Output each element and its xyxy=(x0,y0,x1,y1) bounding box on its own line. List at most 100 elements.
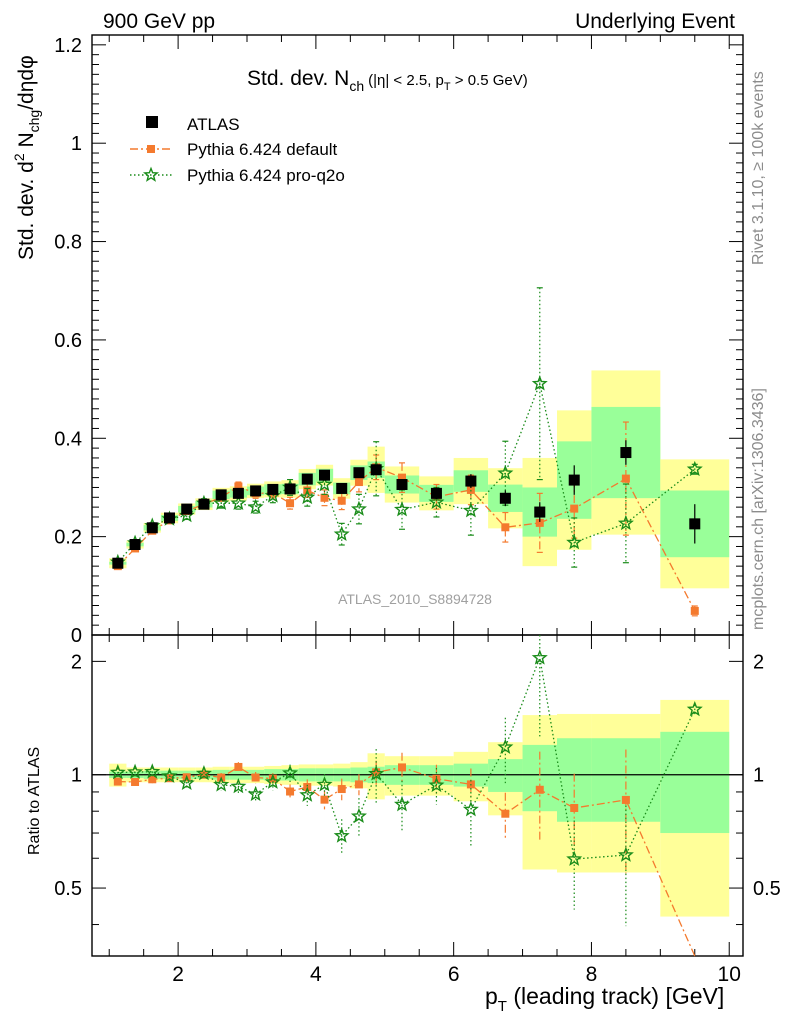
ratio-band-stat xyxy=(488,759,523,792)
ratio-point xyxy=(213,776,230,792)
series-line xyxy=(117,381,696,563)
ratio-point xyxy=(109,764,126,780)
data-point xyxy=(534,506,546,518)
ratio-point xyxy=(497,738,514,754)
data-point xyxy=(398,473,406,482)
ratio-point xyxy=(372,768,381,777)
y-axis-label-sub: chg xyxy=(26,110,42,133)
data-point xyxy=(232,487,244,499)
ratio-point xyxy=(462,801,479,817)
ratio-point xyxy=(234,762,243,771)
data-point xyxy=(354,478,363,487)
legend-label-pythia-pro-q2o: Pythia 6.424 pro-q2o xyxy=(187,166,345,185)
data-point xyxy=(370,464,382,476)
ratio-point xyxy=(566,850,583,866)
data-point xyxy=(566,534,583,550)
ratio-point xyxy=(368,765,385,781)
ratio-plot-frame xyxy=(91,634,744,957)
side-label-rivet: Rivet 3.1.10, ≥ 100k events xyxy=(750,71,767,265)
ratio-point xyxy=(320,795,329,804)
ratio-point xyxy=(264,773,281,789)
data-point xyxy=(689,518,701,530)
data-point xyxy=(621,474,630,483)
legend: ATLAS Pythia 6.424 default Pythia 6.424 … xyxy=(130,115,345,185)
y-tick-label: 1 xyxy=(71,133,82,155)
data-point xyxy=(267,483,279,495)
x-tick-label: 4 xyxy=(310,963,322,986)
ratio-point xyxy=(531,649,548,665)
ratio-point xyxy=(350,807,367,824)
data-point xyxy=(284,483,296,495)
data-point xyxy=(620,447,632,459)
y-tick-label: 0.6 xyxy=(54,330,82,352)
ratio-point xyxy=(113,777,122,786)
ratio-point xyxy=(247,785,264,802)
data-point xyxy=(353,467,365,479)
data-point xyxy=(568,474,580,486)
ratio-point xyxy=(570,803,579,812)
ratio-y-tick-label-left: 2 xyxy=(71,651,82,673)
data-point xyxy=(213,494,230,511)
data-point xyxy=(462,502,479,518)
legend-entry-atlas: ATLAS xyxy=(146,115,240,134)
y-tick-label: 0 xyxy=(71,625,82,647)
ratio-point xyxy=(621,795,630,804)
ratio-point xyxy=(617,846,634,862)
data-point xyxy=(396,479,408,491)
data-point xyxy=(430,487,442,499)
ratio-point xyxy=(144,763,161,779)
y-tick-label: 0.8 xyxy=(54,232,82,254)
ratio-point xyxy=(148,775,157,784)
ratio-point xyxy=(393,796,411,812)
side-label-mcplots: mcplots.cern.ch [arXiv:1306.3436] xyxy=(750,388,767,630)
ratio-point xyxy=(251,773,260,782)
data-point xyxy=(198,498,210,510)
ratio-point xyxy=(398,763,406,772)
data-point xyxy=(250,485,262,497)
ratio-point xyxy=(199,770,208,779)
data-point xyxy=(501,523,510,532)
x-axis-label-sub: T xyxy=(498,998,507,1015)
data-point xyxy=(301,473,313,485)
ratio-point xyxy=(316,776,333,792)
data-point xyxy=(112,557,124,569)
x-tick-label: 10 xyxy=(718,963,741,986)
axis-ticks xyxy=(92,35,743,956)
plot-title: Std. dev. Nch (|η| < 2.5, pT > 0.5 GeV) xyxy=(247,67,528,94)
ratio-y-tick-label-right: 0.5 xyxy=(753,878,781,900)
ratio-point xyxy=(127,763,144,779)
legend-entry-pythia-pro-q2o: Pythia 6.424 pro-q2o xyxy=(130,166,345,185)
ratio-point xyxy=(333,827,350,843)
data-point xyxy=(350,500,367,516)
legend-marker-atlas xyxy=(146,116,158,128)
data-point xyxy=(337,496,346,505)
y-axis-label-tail: /dηdφ xyxy=(15,55,38,110)
y-axis-label-main: Std. dev. d xyxy=(15,161,38,260)
data-point xyxy=(316,476,333,492)
data-point xyxy=(129,539,141,551)
ratio-point xyxy=(535,785,544,794)
ratio-point xyxy=(161,767,178,783)
data-point xyxy=(146,522,158,534)
data-point xyxy=(570,504,579,513)
data-point xyxy=(466,485,475,494)
main-uncertainty-bands xyxy=(109,370,730,589)
ratio-point xyxy=(178,774,195,791)
ratio-point xyxy=(501,809,510,818)
data-marks xyxy=(109,287,703,957)
ratio-point xyxy=(299,786,316,802)
x-tick-label: 8 xyxy=(586,963,598,986)
data-point xyxy=(286,499,295,508)
legend-entry-pythia-default: Pythia 6.424 default xyxy=(130,140,338,159)
data-point xyxy=(230,494,247,511)
axis-tick-labels: 2 4 6 8 10 0 0.2 0.4 0.6 0.8 1 1.2 0.5 0.5 1 1 2 2 xyxy=(54,35,781,986)
ratio-band-stat xyxy=(660,731,730,834)
data-point xyxy=(535,518,544,527)
plot-title-cut-2: > 0.5 GeV) xyxy=(451,72,528,89)
ratio-y-axis-label: Ratio to ATLAS xyxy=(26,747,43,855)
plot-title-sub: ch xyxy=(349,78,364,94)
x-axis-label-tail: (leading track) [GeV] xyxy=(507,983,724,1009)
legend-label-pythia-default: Pythia 6.424 default xyxy=(187,140,338,159)
ratio-point xyxy=(337,785,346,794)
